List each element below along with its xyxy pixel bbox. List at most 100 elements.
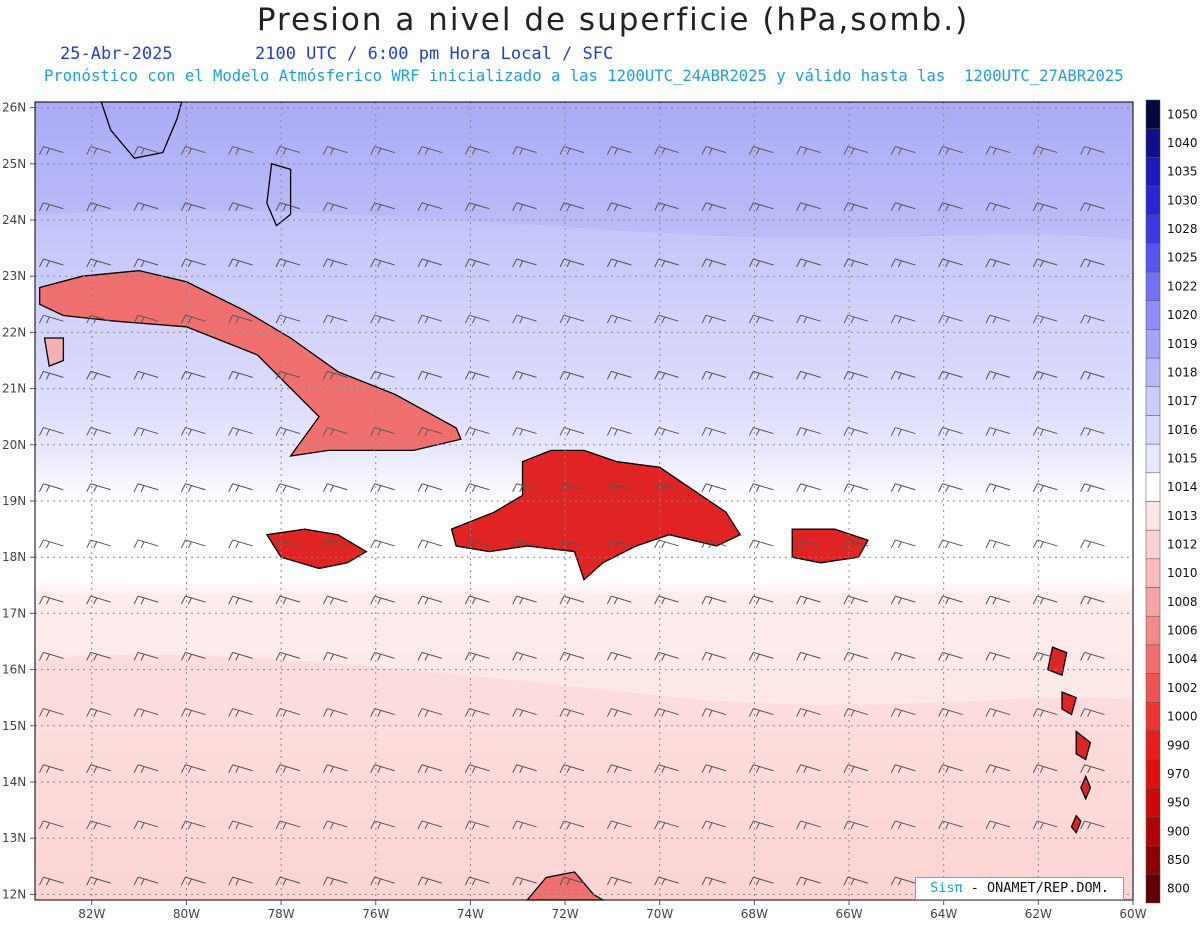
wind-barb bbox=[133, 483, 159, 492]
wind-barb bbox=[38, 483, 64, 492]
lat-label: 23N bbox=[2, 269, 26, 283]
wind-barb bbox=[133, 370, 159, 380]
wind-barb bbox=[701, 764, 727, 773]
wind-barb bbox=[654, 202, 679, 211]
wind-barb bbox=[86, 595, 111, 605]
wind-barb bbox=[748, 764, 774, 773]
wind-barb bbox=[843, 427, 869, 436]
wind-barb bbox=[985, 202, 1011, 211]
wind-barb bbox=[228, 202, 253, 211]
wind-barb bbox=[38, 539, 64, 549]
wind-barb bbox=[180, 483, 206, 492]
wind-barb bbox=[86, 651, 111, 661]
wind-barb bbox=[1080, 258, 1105, 268]
wind-barb bbox=[1080, 708, 1105, 717]
wind-barb bbox=[86, 314, 111, 324]
wind-barb bbox=[1032, 370, 1058, 380]
wind-barb bbox=[417, 258, 443, 268]
wind-barb bbox=[796, 258, 821, 268]
wind-barb bbox=[322, 708, 348, 717]
wind-barb bbox=[38, 314, 64, 324]
wind-barb bbox=[512, 539, 537, 549]
landmass-st-vincent bbox=[1070, 814, 1082, 834]
wind-barb bbox=[133, 202, 159, 211]
wind-barb bbox=[417, 764, 443, 773]
wind-barb bbox=[228, 820, 253, 830]
wind-barb bbox=[843, 539, 869, 549]
wind-barb bbox=[985, 258, 1011, 268]
forecast-note: Pronóstico con el Modelo Atmósferico WRF… bbox=[44, 67, 1124, 85]
wind-barb bbox=[748, 483, 774, 492]
wind-barb bbox=[748, 708, 774, 717]
wind-barb bbox=[1032, 202, 1058, 211]
wind-barb bbox=[86, 146, 111, 155]
wind-barb bbox=[512, 202, 537, 211]
wind-barb bbox=[796, 539, 821, 549]
wind-barb bbox=[180, 651, 206, 661]
lat-label: 26N bbox=[2, 101, 26, 115]
colorbar-label: 1050 bbox=[1167, 107, 1198, 121]
wind-barb bbox=[86, 258, 111, 268]
wind-barb bbox=[701, 708, 727, 717]
wind-barb bbox=[748, 427, 774, 436]
lat-label: 13N bbox=[2, 831, 26, 845]
wind-barb bbox=[748, 370, 774, 380]
wind-barb bbox=[275, 651, 301, 661]
wind-barb bbox=[133, 651, 159, 661]
wind-barb bbox=[890, 708, 916, 717]
wind-barb bbox=[322, 820, 348, 830]
wind-barb bbox=[512, 483, 537, 492]
forecast-time: 2100 UTC / 6:00 pm Hora Local / SFC bbox=[255, 44, 614, 64]
wind-barb bbox=[796, 314, 821, 324]
wind-barb bbox=[133, 258, 159, 268]
wind-barb bbox=[1080, 314, 1105, 324]
wind-barb bbox=[133, 539, 159, 549]
lat-label: 21N bbox=[2, 382, 26, 396]
wind-barb bbox=[559, 820, 585, 830]
colorbar-swatch bbox=[1145, 644, 1161, 674]
colorbar-swatch bbox=[1145, 673, 1161, 703]
wind-barb bbox=[512, 876, 537, 886]
wind-barb bbox=[1080, 764, 1105, 773]
colorbar-swatch bbox=[1145, 529, 1161, 560]
wind-barb bbox=[464, 876, 490, 886]
wind-barb bbox=[938, 258, 963, 268]
wind-barb bbox=[559, 202, 585, 211]
landmass-martinique bbox=[1075, 730, 1092, 761]
colorbar-swatch bbox=[1145, 759, 1161, 789]
wind-barb bbox=[38, 708, 64, 717]
wind-barb bbox=[701, 876, 727, 886]
wind-barb bbox=[748, 651, 774, 661]
wind-barb bbox=[370, 258, 395, 268]
lat-label: 19N bbox=[2, 494, 26, 508]
colorbar-swatch bbox=[1145, 874, 1161, 904]
wind-barb bbox=[86, 708, 111, 717]
wind-barb bbox=[228, 876, 253, 886]
wind-barb bbox=[228, 258, 253, 268]
wind-barb bbox=[843, 202, 869, 211]
wind-barb bbox=[985, 820, 1011, 830]
wind-barb bbox=[796, 595, 821, 605]
wind-barb bbox=[606, 539, 632, 549]
wind-barb bbox=[86, 820, 111, 830]
wind-barb bbox=[606, 202, 632, 211]
wind-barb bbox=[38, 820, 64, 830]
wind-barb bbox=[180, 427, 206, 436]
wind-barb bbox=[1032, 258, 1058, 268]
wind-barb bbox=[1080, 483, 1105, 492]
wind-barb bbox=[464, 258, 490, 268]
wind-barb bbox=[654, 146, 679, 155]
wind-barb bbox=[133, 146, 159, 155]
wind-barb bbox=[748, 202, 774, 211]
wind-barb bbox=[38, 876, 64, 886]
wind-barb bbox=[654, 370, 679, 380]
wind-barb bbox=[890, 764, 916, 773]
wind-barb bbox=[559, 370, 585, 380]
wind-barb bbox=[938, 595, 963, 605]
wind-barb bbox=[180, 764, 206, 773]
wind-barb bbox=[985, 651, 1011, 661]
wind-barb bbox=[606, 595, 632, 605]
wind-barb bbox=[275, 146, 301, 155]
wind-barb bbox=[38, 146, 64, 155]
wind-barb bbox=[512, 595, 537, 605]
